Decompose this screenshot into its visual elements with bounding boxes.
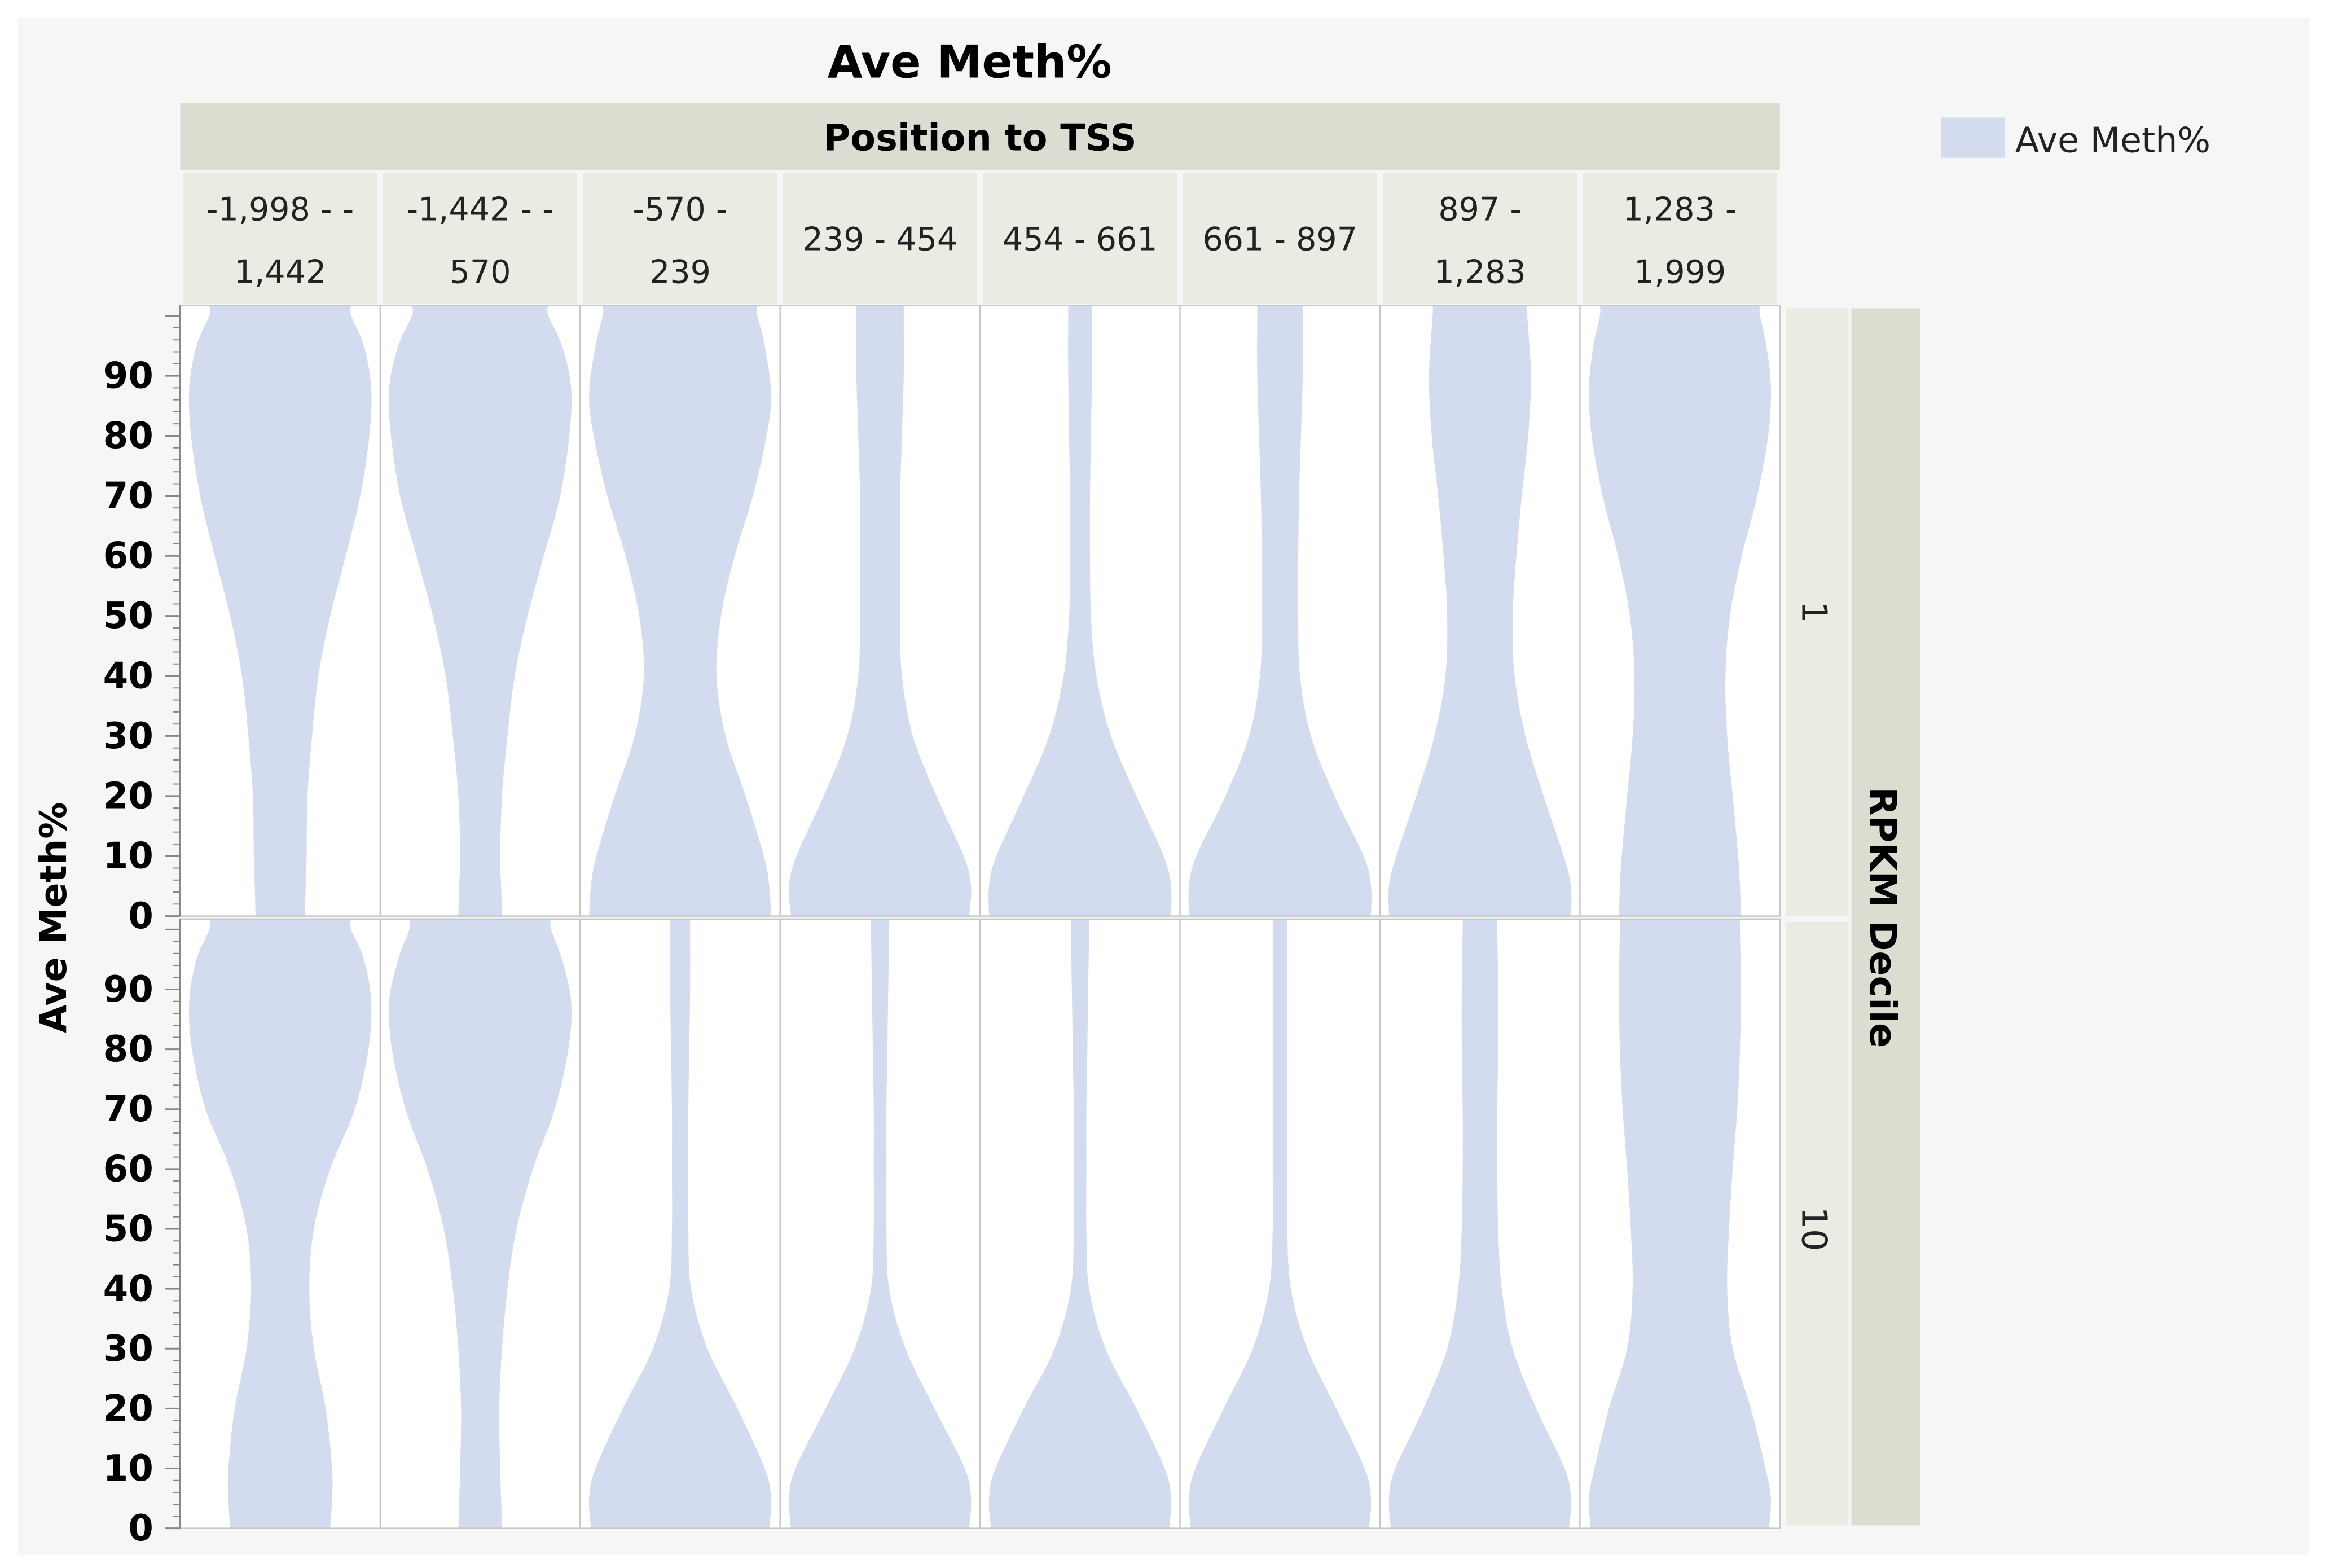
row-label: 10 <box>1794 1207 1835 1251</box>
y-tick-label: 80 <box>103 415 153 457</box>
row-label: 1 <box>1794 601 1835 623</box>
row-header-band <box>1851 308 1920 1526</box>
row-label-cell <box>1786 308 1849 916</box>
y-tick-label: 90 <box>103 355 153 397</box>
column-label-cell <box>983 173 1177 304</box>
column-label: 570 <box>450 254 511 291</box>
column-label: 1,999 <box>1634 254 1726 291</box>
y-tick-label: 70 <box>103 475 153 517</box>
column-header-label: Position to TSS <box>824 117 1137 160</box>
y-tick-label: 0 <box>128 1507 153 1549</box>
violin-shape <box>789 305 972 919</box>
column-label: 454 - 661 <box>1003 221 1157 258</box>
y-tick-label: 40 <box>103 655 153 697</box>
y-tick-label: 30 <box>103 1328 153 1370</box>
column-label-cell <box>783 173 977 304</box>
violin-shape <box>1189 919 1372 1531</box>
violin-shape <box>389 919 572 1531</box>
column-label-cell <box>183 173 377 304</box>
y-tick-label: 90 <box>103 968 153 1011</box>
column-label-cell <box>1383 173 1577 304</box>
column-label: -570 - <box>632 191 727 229</box>
y-tick-label: 80 <box>103 1028 153 1070</box>
violin-shape <box>988 305 1172 919</box>
violin-shape <box>1188 305 1372 919</box>
violin-shape <box>988 919 1171 1531</box>
violin-shape <box>588 919 772 1531</box>
column-label: 1,283 <box>1434 254 1526 291</box>
column-label-cell <box>1183 173 1377 304</box>
column-label: -1,442 - - <box>406 191 553 229</box>
column-label-cell <box>383 173 577 304</box>
column-label: 1,283 - <box>1623 191 1737 229</box>
column-label: 239 <box>649 254 711 291</box>
y-tick-label: 10 <box>103 1447 153 1490</box>
legend-label: Ave Meth% <box>2015 120 2210 160</box>
violin-shape <box>388 305 572 919</box>
column-label-cell <box>1583 173 1777 304</box>
violin-shape <box>1589 919 1772 1531</box>
y-tick-label: 70 <box>103 1088 153 1130</box>
row-label-cell <box>1786 922 1849 1526</box>
violin-shape <box>188 919 372 1531</box>
column-header-band <box>180 103 1780 170</box>
violin-shape <box>1589 305 1771 919</box>
y-tick-label: 50 <box>103 1208 153 1250</box>
row-header-label: RPKM Decile <box>1861 787 1904 1048</box>
violin-shape <box>188 305 372 919</box>
y-tick-label: 40 <box>103 1268 153 1310</box>
chart-title: Ave Meth% <box>828 36 1112 88</box>
column-label: 239 - 454 <box>803 221 957 258</box>
y-tick-label: 20 <box>103 1387 153 1430</box>
column-label: -1,998 - - <box>206 191 354 229</box>
violin-shape <box>789 919 972 1531</box>
y-tick-label: 10 <box>103 835 153 877</box>
violin-shape <box>1388 305 1572 919</box>
legend-swatch <box>1940 117 2005 158</box>
violin-shape <box>1388 919 1571 1531</box>
y-tick-label: 0 <box>128 895 153 937</box>
violin-shape <box>588 305 771 919</box>
y-tick-label: 20 <box>103 775 153 817</box>
column-label: 897 - <box>1438 191 1522 229</box>
y-axis-label: Ave Meth% <box>32 802 75 1033</box>
y-tick-label: 50 <box>103 595 153 637</box>
y-tick-label: 60 <box>103 1148 153 1190</box>
column-label: 661 - 897 <box>1203 221 1357 258</box>
column-label: 1,442 <box>234 254 326 291</box>
y-tick-label: 60 <box>103 535 153 577</box>
y-tick-label: 30 <box>103 715 153 757</box>
column-label-cell <box>583 173 777 304</box>
